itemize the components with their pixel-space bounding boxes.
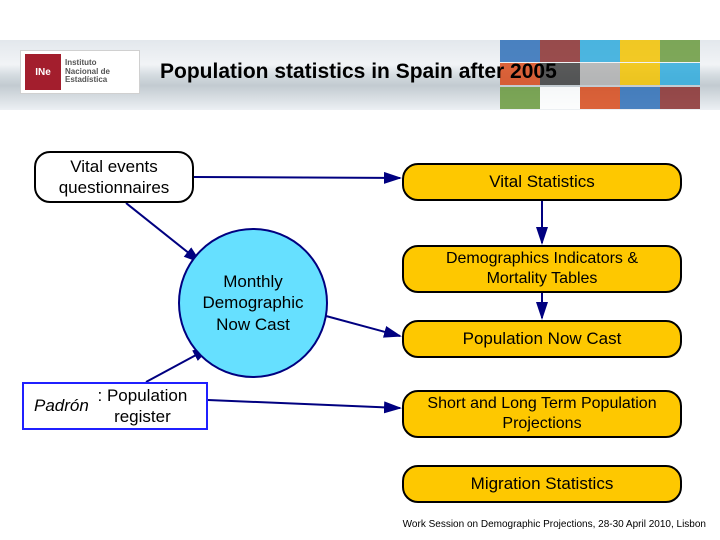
node-vital-stats: Vital Statistics — [402, 163, 682, 201]
footer-text: Work Session on Demographic Projections,… — [403, 519, 706, 530]
ine-logo-mark: INe — [25, 54, 61, 90]
page-title: Population statistics in Spain after 200… — [160, 60, 557, 84]
edge-from-vital-events — [194, 177, 400, 178]
node-padron: Padrón: Population register — [22, 382, 208, 430]
node-migration: Migration Statistics — [402, 465, 682, 503]
edge-from-padron — [208, 400, 400, 408]
edge-from-monthly-nowcast — [326, 316, 400, 336]
node-monthly-nowcast: Monthly Demographic Now Cast — [178, 228, 328, 378]
node-pop-nowcast: Population Now Cast — [402, 320, 682, 358]
ine-logo-text: Instituto Nacional de Estadística — [65, 59, 110, 85]
edge-from-vital-events — [126, 203, 200, 262]
node-demo-indicators: Demographics Indicators & Mortality Tabl… — [402, 245, 682, 293]
node-projections: Short and Long Term Population Projectio… — [402, 390, 682, 438]
ine-logo: INe Instituto Nacional de Estadística — [20, 50, 140, 94]
node-vital-events: Vital events questionnaires — [34, 151, 194, 203]
logo-line3: Estadística — [65, 76, 110, 85]
